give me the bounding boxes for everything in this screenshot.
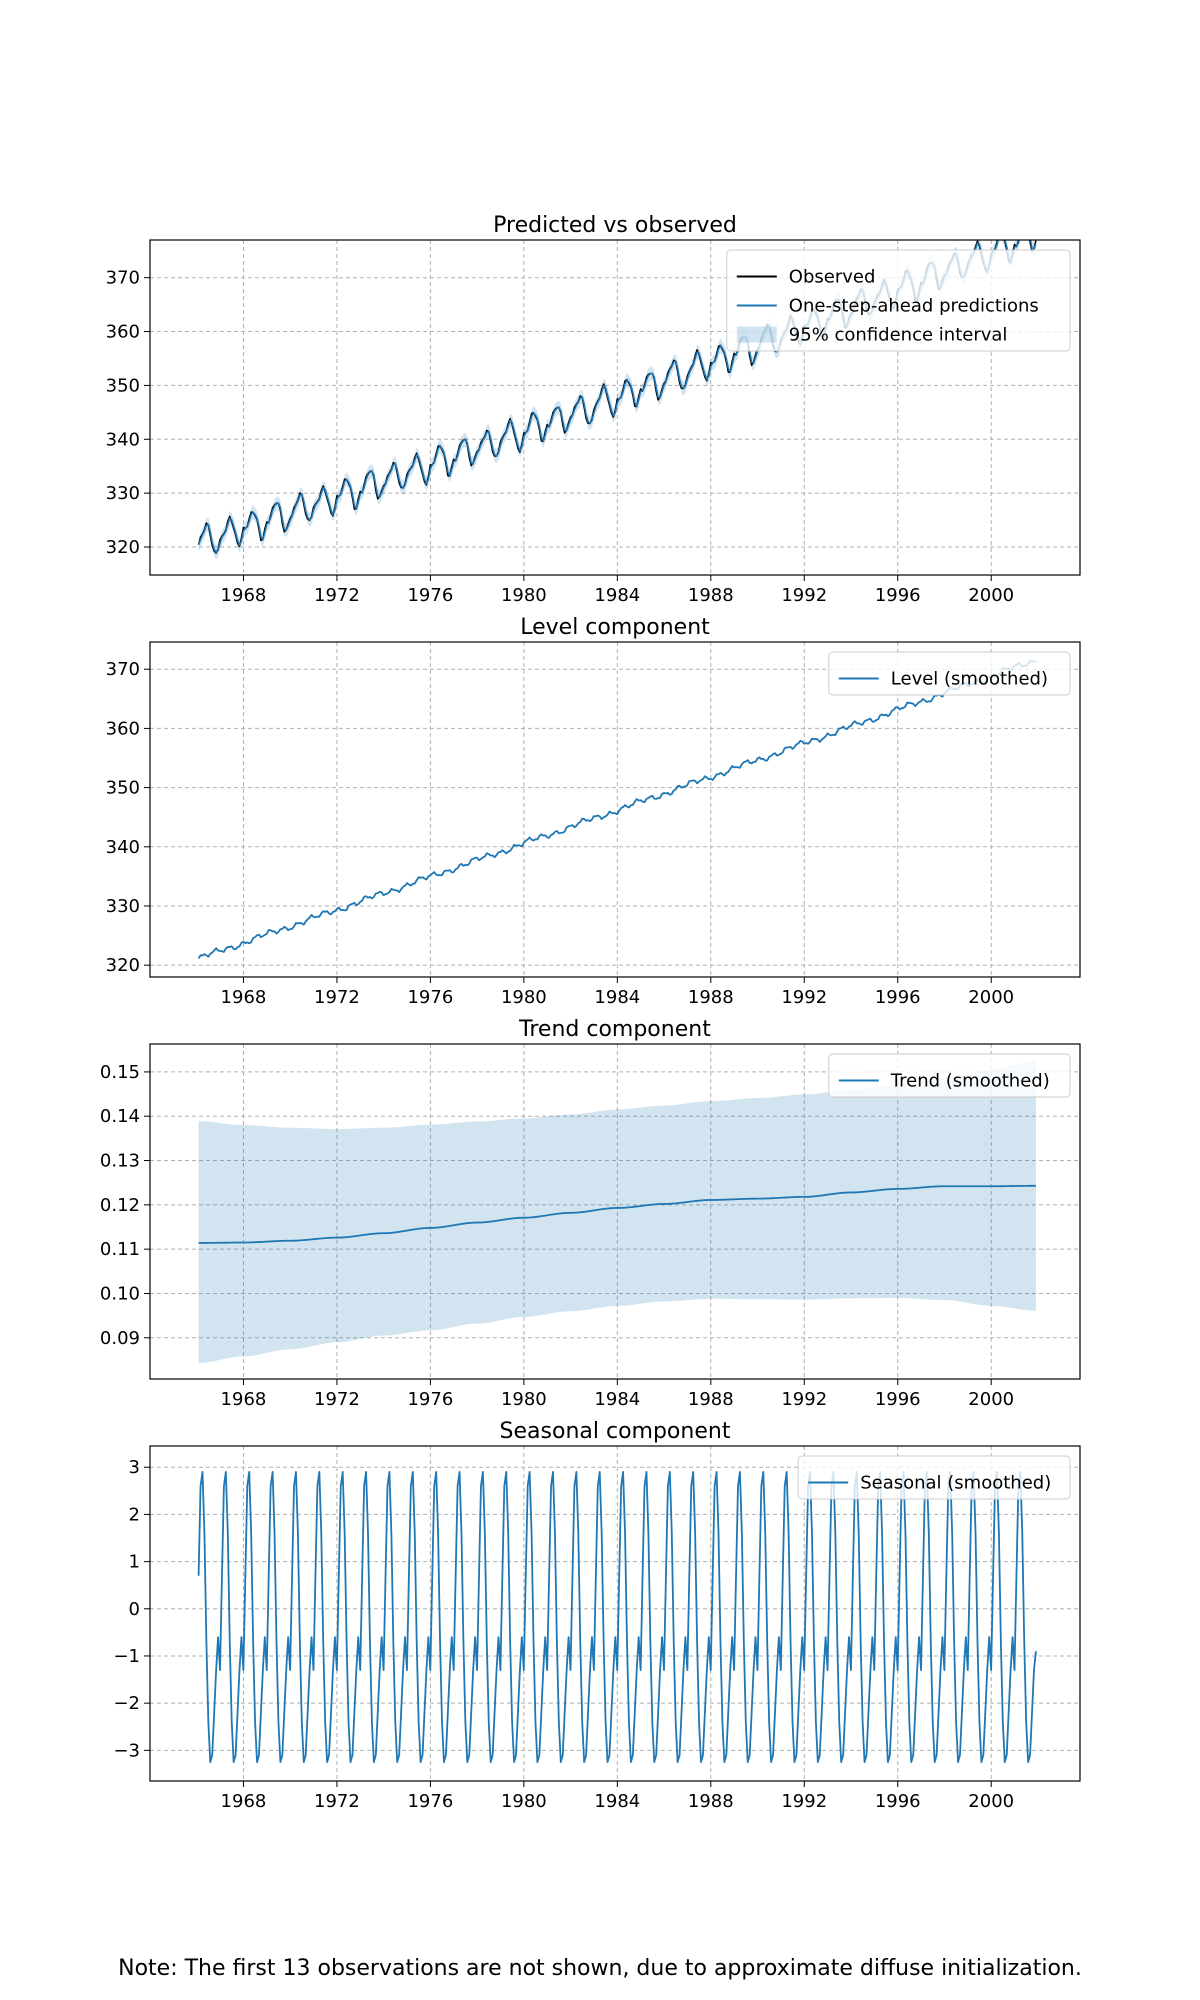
x-tick-label: 1968: [221, 1389, 267, 1410]
x-tick-label: 1972: [314, 987, 360, 1008]
x-tick-label: 1996: [875, 1791, 921, 1812]
y-tick-label: 340: [106, 429, 140, 450]
confidence-band: [198, 1060, 1036, 1364]
chart-0: 1968 1972 1976 1980 1984 1988 1992 1996 2000 320 3…: [106, 213, 1081, 606]
chart-title: Trend component: [518, 1017, 711, 1042]
y-tick-label: 0.09: [100, 1328, 140, 1349]
y-tick-label: −1: [113, 1646, 140, 1667]
series-level-smoothed: [197, 659, 1037, 960]
y-tick-label: 3: [129, 1457, 140, 1478]
x-tick-label: 1980: [501, 987, 547, 1008]
legend: Trend (smoothed): [828, 1053, 1071, 1098]
axes-frame: [149, 641, 1081, 978]
y-tick-label: 0.13: [100, 1151, 140, 1172]
x-tick-label: 2000: [968, 585, 1014, 606]
y-tick-label: 0.10: [100, 1283, 140, 1304]
x-tick-label: 1980: [501, 1389, 547, 1410]
x-tick-label: 1968: [221, 585, 267, 606]
x-tick-label: 1992: [781, 1791, 827, 1812]
legend-label: 95% confidence interval: [789, 325, 1008, 346]
plot-area: [198, 1060, 1036, 1364]
legend-box: [726, 249, 1071, 352]
x-tick-label: 1988: [688, 987, 734, 1008]
legend-label: Level (smoothed): [891, 669, 1048, 690]
y-tick-label: 370: [106, 268, 140, 289]
x-tick-label: 1992: [781, 585, 827, 606]
x-tick-label: 2000: [968, 1389, 1014, 1410]
y-tick-label: 350: [106, 778, 140, 799]
y-tick-label: 340: [106, 837, 140, 858]
x-tick-label: 1976: [407, 987, 453, 1008]
series-seasonal-smoothed: [197, 1471, 1037, 1764]
y-tick-label: 370: [106, 659, 140, 680]
y-tick-label: 0: [129, 1599, 140, 1620]
x-tick-label: 1992: [781, 1389, 827, 1410]
x-tick-label: 1984: [594, 987, 640, 1008]
x-tick-label: 1972: [314, 585, 360, 606]
series-trend-smoothed: [198, 1184, 1036, 1244]
x-tick-label: 1976: [407, 585, 453, 606]
x-tick-label: 1992: [781, 987, 827, 1008]
y-tick-label: −2: [113, 1693, 140, 1714]
axes-frame: [149, 1043, 1081, 1380]
figure-note: Note: The first 13 observations are not …: [118, 1956, 1082, 1981]
x-tick-label: 1968: [221, 987, 267, 1008]
legend-label: Observed: [789, 267, 876, 288]
legend: Seasonal (smoothed): [797, 1455, 1071, 1500]
legend-box: [797, 1455, 1071, 1500]
chart-title: Predicted vs observed: [493, 213, 737, 238]
chart-2: 1968 1972 1976 1980 1984 1988 1992 1996 2000 0.09…: [100, 1017, 1081, 1410]
x-tick-label: 1980: [501, 585, 547, 606]
y-tick-label: 0.15: [100, 1062, 140, 1083]
chart-title: Level component: [520, 615, 710, 640]
y-tick-label: 0.14: [100, 1106, 140, 1127]
y-tick-label: 1: [129, 1552, 140, 1573]
y-tick-label: 0.12: [100, 1195, 140, 1216]
y-tick-label: 320: [106, 537, 140, 558]
legend-label: One-step-ahead predictions: [789, 296, 1039, 317]
chart-1: 1968 1972 1976 1980 1984 1988 1992 1996 2000 320 3…: [106, 615, 1081, 1008]
chart-3: 1968 1972 1976 1980 1984 1988 1992 1996 2000 −3 −2…: [113, 1419, 1081, 1812]
legend-box: [828, 651, 1071, 696]
x-tick-label: 1980: [501, 1791, 547, 1812]
axes-frame: [149, 1445, 1081, 1782]
x-tick-label: 1988: [688, 585, 734, 606]
y-tick-label: 360: [106, 322, 140, 343]
legend-box: [828, 1053, 1071, 1098]
legend-swatch: [736, 326, 777, 343]
x-tick-label: 1988: [688, 1791, 734, 1812]
x-tick-label: 1976: [407, 1791, 453, 1812]
plot-area: [197, 659, 1037, 960]
y-tick-label: 320: [106, 955, 140, 976]
legend-label: Seasonal (smoothed): [860, 1473, 1051, 1494]
x-tick-label: 1996: [875, 585, 921, 606]
y-tick-label: 0.11: [100, 1239, 140, 1260]
x-tick-label: 1972: [314, 1389, 360, 1410]
legend-label: Trend (smoothed): [890, 1071, 1050, 1092]
y-tick-label: 330: [106, 483, 140, 504]
x-tick-label: 1996: [875, 987, 921, 1008]
y-tick-label: 330: [106, 896, 140, 917]
legend: Observed One-step-ahead predictions 95% co…: [726, 249, 1071, 352]
axes-frame: [149, 239, 1081, 576]
y-tick-label: 2: [129, 1504, 140, 1525]
y-tick-label: −3: [113, 1740, 140, 1761]
legend: Level (smoothed): [828, 651, 1071, 696]
x-tick-label: 1996: [875, 1389, 921, 1410]
y-tick-label: 360: [106, 718, 140, 739]
x-tick-label: 1972: [314, 1791, 360, 1812]
x-tick-label: 1976: [407, 1389, 453, 1410]
x-tick-label: 1984: [594, 1389, 640, 1410]
chart-title: Seasonal component: [500, 1419, 731, 1444]
x-tick-label: 2000: [968, 987, 1014, 1008]
x-tick-label: 1984: [594, 1791, 640, 1812]
y-tick-label: 350: [106, 375, 140, 396]
x-tick-label: 1984: [594, 585, 640, 606]
x-tick-label: 2000: [968, 1791, 1014, 1812]
x-tick-label: 1968: [221, 1791, 267, 1812]
x-tick-label: 1988: [688, 1389, 734, 1410]
plot-area: [197, 1471, 1037, 1764]
